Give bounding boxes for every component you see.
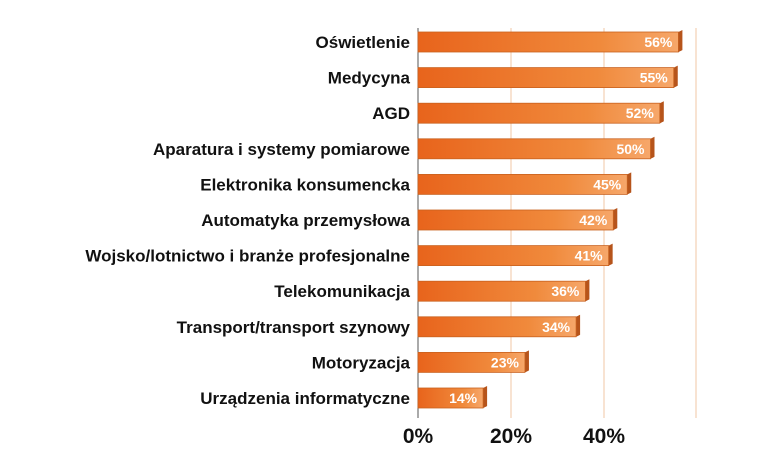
bar (417, 351, 526, 373)
category-label: Aparatura i systemy pomiarowe (153, 140, 410, 159)
category-label: Automatyka przemysłowa (201, 211, 410, 230)
category-label: Transport/transport szynowy (177, 318, 411, 337)
x-tick-label: 20% (490, 425, 532, 448)
value-label: 41% (575, 248, 604, 264)
value-label: 14% (449, 390, 478, 406)
value-label: 42% (579, 212, 608, 228)
value-labels: 56% 55% 52% 50% 45% 42% 41% 36% 34% 23% 14% (449, 34, 673, 406)
x-axis-ticks: 0% 20% 40% (403, 425, 626, 448)
value-label: 36% (551, 283, 580, 299)
bar (417, 209, 614, 231)
category-label: AGD (372, 104, 410, 123)
bar (417, 31, 679, 53)
x-tick-label: 40% (583, 425, 625, 448)
bar-side (576, 314, 581, 337)
category-label: Medycyna (328, 69, 411, 88)
value-label: 23% (491, 354, 520, 370)
category-labels: Oświetlenie Medycyna AGD Aparatura i system… (85, 33, 410, 408)
value-label: 45% (593, 176, 622, 192)
bar-side (524, 350, 529, 373)
category-label: Urządzenia informatyczne (200, 389, 410, 408)
value-label: 56% (644, 34, 673, 50)
bar (417, 245, 610, 267)
value-label: 50% (616, 141, 645, 157)
category-label: Wojsko/lotnictwo i branże profesjonalne (85, 247, 410, 266)
bar (417, 138, 651, 160)
value-label: 52% (626, 105, 655, 121)
bar-side (678, 30, 683, 52)
category-label: Motoryzacja (312, 353, 411, 372)
bar-side (659, 101, 664, 124)
bar (417, 102, 661, 124)
bar (417, 280, 586, 302)
value-label: 55% (640, 70, 669, 86)
category-label: Oświetlenie (316, 33, 410, 52)
bar (417, 67, 675, 88)
bar (417, 387, 484, 409)
bar-side (608, 243, 613, 266)
bar-side (673, 65, 678, 88)
x-tick-label: 0% (403, 425, 434, 448)
bar-side (483, 386, 488, 408)
category-label: Telekomunikacja (274, 282, 410, 301)
bar-side (650, 136, 655, 159)
bar (417, 316, 577, 338)
value-label: 34% (542, 319, 571, 335)
bar-side (585, 279, 590, 302)
bar (417, 173, 628, 195)
bar-side (613, 208, 618, 230)
bars (417, 30, 683, 409)
bar-side (627, 172, 632, 195)
category-label: Elektronika konsumencka (200, 175, 410, 194)
